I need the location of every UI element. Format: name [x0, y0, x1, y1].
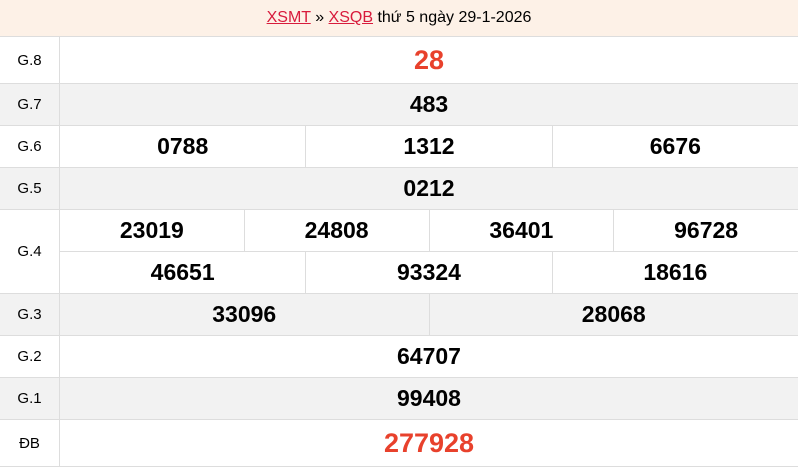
prize-number: 23019	[60, 210, 244, 251]
prize-line: 28	[60, 37, 798, 83]
prize-label: G.2	[0, 336, 60, 377]
prize-line: 483	[60, 84, 798, 125]
prize-label: G.7	[0, 84, 60, 125]
prize-number: 1312	[305, 126, 551, 167]
prize-line: 0212	[60, 168, 798, 209]
prize-label: G.5	[0, 168, 60, 209]
prize-number: 64707	[60, 336, 798, 377]
prize-label: G.3	[0, 294, 60, 335]
prize-number: 0212	[60, 168, 798, 209]
prize-number: 28068	[429, 294, 798, 335]
prize-number: 0788	[60, 126, 305, 167]
results-header: XSMT » XSQB thứ 5 ngày 29-1-2026	[0, 0, 798, 37]
prize-number: 99408	[60, 378, 798, 419]
prize-line: 277928	[60, 420, 798, 466]
prize-number: 277928	[60, 420, 798, 466]
prize-number: 36401	[429, 210, 614, 251]
draw-date: thứ 5 ngày 29-1-2026	[373, 9, 531, 26]
prize-number: 483	[60, 84, 798, 125]
xsqb-link[interactable]: XSQB	[329, 9, 373, 26]
prize-line: 99408	[60, 378, 798, 419]
prize-number: 18616	[552, 252, 798, 293]
prize-number: 93324	[305, 252, 551, 293]
prize-label: ĐB	[0, 420, 60, 466]
prize-number: 46651	[60, 252, 305, 293]
prize-line: 64707	[60, 336, 798, 377]
prize-number: 33096	[60, 294, 429, 335]
xsmt-link[interactable]: XSMT	[267, 9, 311, 26]
prize-label: G.8	[0, 37, 60, 83]
prize-number: 24808	[244, 210, 429, 251]
prize-number: 96728	[613, 210, 798, 251]
prize-label: G.1	[0, 378, 60, 419]
prize-number: 28	[60, 37, 798, 83]
prize-label: G.6	[0, 126, 60, 167]
prize-label: G.4	[0, 210, 60, 293]
prize-number: 6676	[552, 126, 798, 167]
breadcrumb-separator: »	[311, 9, 329, 26]
